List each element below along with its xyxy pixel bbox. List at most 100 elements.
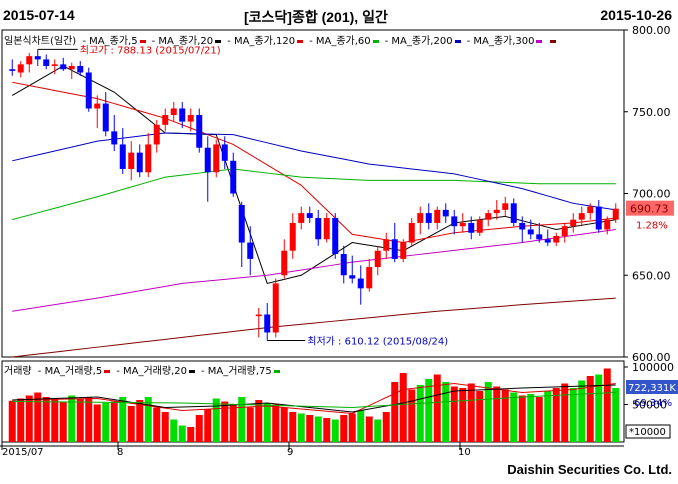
volume-bar [603, 368, 611, 442]
legend-item: - MA_거래량,5 [38, 366, 113, 377]
candle-body [187, 115, 194, 122]
volume-bar [382, 412, 390, 442]
legend-item: - MA_거래량,20 [116, 366, 198, 377]
candle-body [315, 218, 322, 240]
volume-bar [425, 379, 433, 442]
candle-body [94, 103, 101, 109]
high-annotation: 최고가 : 788.13 (2015/07/21) [80, 44, 221, 56]
volume-bar [314, 416, 322, 442]
end-date: 2015-10-26 [600, 7, 672, 23]
volume-bar [178, 425, 186, 442]
volume-bar [246, 407, 254, 442]
candle-body [136, 152, 143, 173]
candle-body [43, 59, 50, 66]
candle-body [400, 242, 407, 259]
candle-body [502, 203, 509, 210]
price-tick-label: 700.00 [632, 188, 671, 201]
x-label-aug: 8 [117, 447, 124, 458]
candle-body [349, 275, 356, 279]
legend-swatch [550, 39, 557, 43]
candle-body [323, 218, 330, 240]
candle-body [587, 206, 594, 214]
candle-body [519, 222, 526, 230]
volume-bar [578, 380, 586, 442]
legend-swatch [297, 39, 304, 43]
current-price-box [626, 200, 674, 216]
price-legend: 일본식차트(일간) - MA_종가,5 - MA_종가,20- MA_종가,120… [4, 32, 562, 47]
candle-body [451, 216, 458, 227]
candle-body [306, 213, 313, 219]
volume-bar [442, 382, 450, 442]
candle-body [179, 108, 186, 122]
candle-body [204, 147, 211, 173]
candle-body [425, 213, 432, 223]
candle-body [26, 56, 33, 65]
legend-item: - MA_거래량,75 [201, 366, 283, 377]
candle-body [434, 209, 441, 223]
price-tick-label: 750.00 [632, 106, 671, 119]
volume-bar [238, 397, 246, 442]
volume-bar [76, 398, 84, 442]
volume-bar [348, 413, 356, 442]
volume-bar [153, 407, 161, 442]
volume-bar [85, 397, 93, 442]
volume-bar [323, 418, 331, 442]
candle-body [442, 209, 449, 217]
candle-body [374, 250, 381, 268]
volume-bar [433, 374, 441, 442]
volume-bar [297, 413, 305, 442]
volume-bar [612, 388, 620, 442]
candle-body [230, 160, 237, 194]
ma-line [12, 132, 616, 211]
candle-body [604, 219, 611, 230]
volume-bar [127, 406, 135, 442]
volume-ma-line [12, 392, 616, 409]
volume-bar [374, 419, 382, 442]
volume-bar [459, 388, 467, 442]
volume-bar [595, 374, 603, 442]
volume-bar [272, 404, 280, 442]
volume-bar [544, 391, 552, 442]
volume-label: 거래량 [4, 366, 32, 377]
volume-bar [8, 400, 16, 442]
candle-body [68, 65, 75, 70]
volume-bar [59, 401, 67, 442]
candle-body [213, 144, 220, 173]
x-label-oct: 10 [458, 447, 471, 458]
volume-unit-label: *10000 [629, 427, 666, 438]
brand-name: Daishin Securities Co. Ltd. [507, 462, 672, 477]
legend-swatch [273, 369, 280, 373]
candle-body [510, 203, 517, 223]
candle-body [111, 131, 118, 145]
volume-bar [229, 404, 237, 442]
volume-bar [93, 404, 101, 442]
candle-body [595, 206, 602, 230]
volume-bar [110, 401, 118, 442]
volume-bar [17, 398, 25, 442]
volume-bar [416, 385, 424, 442]
volume-ma-line [12, 382, 616, 415]
candle-body [468, 222, 475, 233]
candle-body [340, 253, 347, 276]
candle-body [459, 222, 466, 227]
candle-body [264, 314, 271, 333]
candle-body [170, 108, 177, 116]
candle-body [357, 278, 364, 289]
candle-body [553, 236, 560, 243]
chart-header: 2015-07-14 [코스닥]종합 (201), 일간 2015-10-26 [0, 0, 678, 30]
volume-bar [102, 403, 110, 442]
current-volume-label: 722,331K [628, 383, 676, 394]
candle-body [476, 219, 483, 233]
volume-legend: 거래량 - MA_거래량,5- MA_거래량,20- MA_거래량,75 [4, 362, 289, 377]
volume-bar [280, 407, 288, 442]
candle-body [9, 69, 16, 71]
legend-item: - MA_종가,5 [82, 36, 148, 47]
legend-item: - MA_종가,60 [309, 36, 382, 47]
candle-body [281, 250, 288, 276]
candle-body [366, 267, 373, 289]
candle-body [51, 64, 58, 66]
candle-body [272, 283, 279, 333]
candle-body [417, 213, 424, 223]
candle-body [383, 239, 390, 251]
